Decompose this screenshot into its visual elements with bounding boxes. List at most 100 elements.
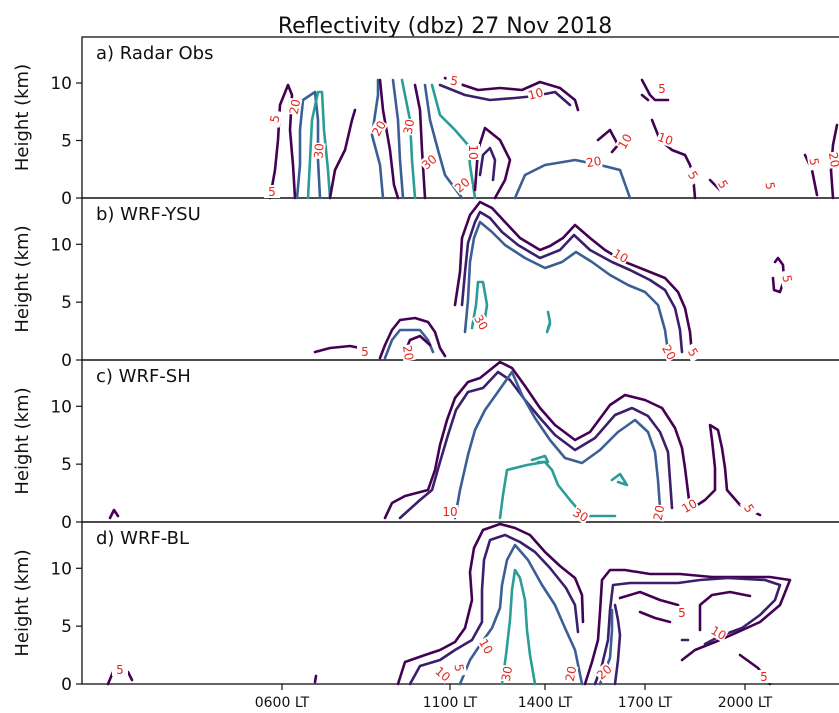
contour-label: 10 [432, 664, 453, 685]
contour-label-bg [826, 150, 839, 169]
ytick-label: 0 [61, 351, 72, 371]
contour-30-dbz [545, 310, 552, 334]
contour-label-bg [713, 174, 733, 195]
contour-label: 20 [400, 344, 416, 361]
contour-label: 5 [658, 82, 666, 96]
contour-label: 20 [563, 665, 579, 682]
xtick-label: 1400 LT [518, 695, 573, 711]
contour-5-dbz [328, 108, 357, 200]
contour-30-dbz [530, 454, 550, 464]
contour-label-bg [445, 72, 464, 89]
ytick-label: 0 [61, 189, 72, 209]
contour-5-dbz [413, 83, 427, 200]
contour-5-dbz [596, 128, 620, 154]
contour-label: 10 [442, 505, 457, 519]
contour-10-dbz [593, 576, 782, 686]
contour-label-bg [400, 117, 417, 136]
contour-label: 20 [651, 504, 667, 521]
contour-label: 10 [656, 130, 675, 148]
contour-label-bg [570, 505, 591, 525]
contour-5-dbz [313, 674, 318, 684]
contour-5-dbz [383, 360, 692, 520]
contour-5-dbz [688, 423, 762, 517]
xtick-label: 2000 LT [718, 695, 773, 711]
contour-10-dbz [408, 533, 580, 686]
contour-label-bg [679, 496, 700, 516]
ytick-label: 10 [50, 559, 72, 579]
contour-10-dbz [460, 210, 684, 354]
contour-label: 5 [268, 185, 276, 199]
panel-frame-4 [81, 521, 839, 685]
contour-label: 30 [570, 505, 590, 525]
contour-5-dbz [378, 78, 400, 200]
contour-label-bg [526, 85, 546, 102]
contour-label: 5 [267, 114, 282, 124]
contour-label: 5 [762, 181, 777, 191]
contour-label-bg [311, 142, 326, 160]
contour-label: 5 [116, 663, 124, 677]
contour-5-dbz [583, 568, 792, 686]
contour-label-bg [266, 109, 283, 128]
xtick-label: 1700 LT [618, 695, 673, 711]
contour-label-bg [762, 176, 779, 195]
contour-label: 5 [678, 606, 686, 620]
ytick-label: 5 [61, 132, 72, 152]
contour-5-dbz [638, 610, 672, 624]
contour-label-bg [451, 658, 468, 677]
contour-label-bg [432, 663, 454, 684]
contour-label: 10 [679, 496, 699, 516]
contour-label: 30 [471, 312, 491, 332]
contour-5-dbz [453, 200, 694, 357]
contour-label: 20 [369, 118, 389, 138]
contour-label-bg [659, 342, 679, 363]
contour-30-dbz [498, 460, 584, 520]
x-axis: 0600 LT 1100 LT 1400 LT 1700 LT 2000 LT [255, 684, 773, 711]
contour-label-bg [806, 152, 823, 171]
contour-label-bg [471, 312, 491, 333]
contour-20-dbz [391, 78, 405, 200]
contour-20-dbz [370, 78, 385, 200]
contour-30-dbz [610, 472, 629, 487]
contour-label: 30 [311, 143, 326, 159]
ytick-label: 5 [61, 617, 72, 637]
contour-label: 10 [610, 246, 630, 266]
contour-label: 5 [806, 157, 821, 167]
contour-5-dbz [268, 83, 297, 200]
ytick-label: 10 [50, 235, 72, 255]
contour-label-bg [562, 664, 579, 683]
contour-label-bg [615, 131, 635, 152]
contour-label: 5 [760, 670, 768, 684]
contour-label-bg [593, 661, 615, 682]
contour-5-dbz [618, 590, 682, 617]
contour-label-bg [442, 505, 458, 518]
contour-5-dbz [698, 590, 752, 632]
ytick-label: 5 [61, 293, 72, 313]
contour-label-bg [467, 144, 480, 160]
contour-label-bg [739, 498, 759, 519]
contour-20-dbz [463, 220, 670, 354]
contour-label-bg [264, 185, 280, 198]
contour-label: 10 [708, 623, 728, 643]
contour-label: 30 [401, 118, 417, 135]
axes-frames [81, 36, 839, 685]
contour-label-bg [683, 342, 703, 363]
contour-20-dbz [383, 328, 435, 360]
panel-label-1: a) Radar Obs [96, 43, 213, 64]
contour-label: 20 [585, 154, 602, 170]
contour-label-bg [112, 663, 128, 676]
contour-label-bg [286, 97, 303, 116]
contour-30-dbz [430, 83, 477, 200]
contour-label-bg [650, 503, 667, 522]
contour-label: 5 [779, 274, 794, 284]
contour-label-bg [708, 623, 729, 643]
contour-20-dbz [453, 370, 662, 520]
ytick-label: 0 [61, 513, 72, 533]
contour-label-bg [674, 606, 690, 619]
contour-label: 5 [449, 73, 459, 88]
contour-label: 5 [451, 663, 466, 673]
panel-label-2: b) WRF-YSU [96, 204, 201, 225]
panel-frame-3 [81, 359, 839, 523]
contour-5-dbz [473, 126, 512, 200]
ytick-label: 0 [61, 675, 72, 695]
